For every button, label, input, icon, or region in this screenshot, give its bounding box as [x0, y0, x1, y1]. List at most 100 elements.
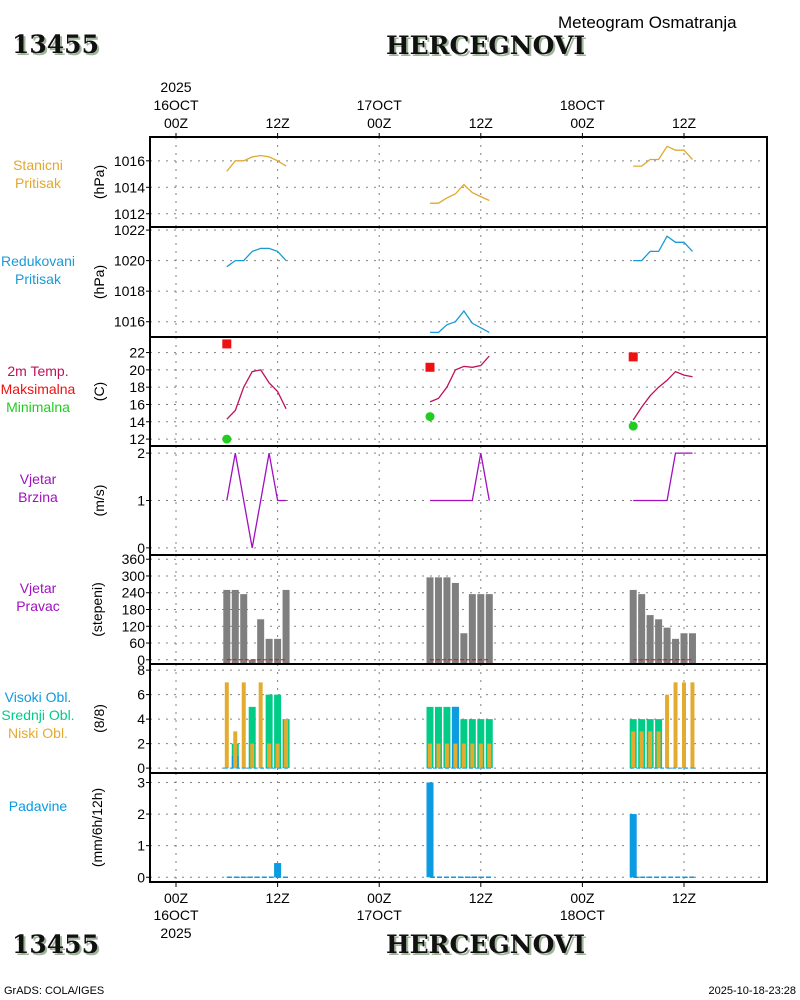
panel-title-line: Vjetar	[20, 471, 57, 487]
time-tick-label-bottom: 12Z	[469, 890, 494, 906]
panel-title-line: Niski Obl.	[8, 725, 68, 741]
max-temp-marker	[628, 352, 638, 362]
wind-direction-bar	[223, 589, 231, 664]
y-tick-label: 1	[137, 493, 145, 509]
panel-title-line: Pritisak	[15, 271, 62, 287]
series-line-vjetar-brzina	[633, 452, 693, 502]
wind-direction-bar	[265, 638, 273, 664]
panel-title-line: Visoki Obl.	[5, 689, 72, 705]
time-tick-label-top: 00Z	[570, 115, 595, 131]
wind-direction-bar	[468, 594, 476, 664]
wind-direction-bar	[672, 638, 680, 664]
min-temp-marker	[628, 421, 638, 431]
cloud-low-bar	[631, 731, 636, 769]
cloud-mid-bar	[443, 706, 451, 769]
y-tick-label: 120	[122, 618, 146, 634]
time-tick-label-top: 00Z	[164, 115, 189, 131]
y-tick-label: 3	[137, 774, 145, 790]
panel-title-line: Srednji Obl.	[1, 707, 74, 723]
y-tick-label: 1016	[114, 153, 145, 169]
cloud-high-bar	[451, 706, 459, 769]
panel-title-line: Pravac	[16, 598, 60, 614]
panel-title-line: Stanicni	[13, 157, 63, 173]
year-label-bottom: 2025	[160, 925, 191, 941]
y-axis-label: (C)	[91, 382, 107, 401]
time-date-label-bottom: 16OCT	[153, 907, 199, 923]
wind-direction-bar	[426, 577, 434, 664]
time-tick-label-bottom: 00Z	[164, 890, 189, 906]
wind-direction-bar	[451, 582, 459, 664]
y-axis-label: (m/s)	[91, 485, 107, 517]
y-tick-label: 240	[122, 585, 146, 601]
wind-direction-bar	[477, 594, 485, 664]
cloud-low-bar	[267, 743, 272, 769]
y-axis-label: (mm/6h/12h)	[89, 788, 105, 867]
time-date-label-top: 18OCT	[560, 97, 606, 113]
cloud-low-bar	[673, 682, 678, 769]
y-tick-label: 14	[129, 414, 145, 430]
series-line-stanicni-pritisak	[633, 145, 693, 167]
station-id: 13455	[12, 30, 99, 59]
time-date-label-bottom: 18OCT	[560, 907, 606, 923]
wind-direction-bar	[688, 633, 696, 664]
series-line-redukovani-pritisak	[430, 309, 490, 334]
cloud-low-bar	[284, 719, 289, 769]
series-line-redukovani-pritisak	[226, 247, 287, 268]
series-line-2m-temp-	[429, 355, 490, 403]
wind-direction-bar	[443, 577, 451, 664]
time-tick-label-top: 12Z	[266, 115, 291, 131]
time-date-label-bottom: 17OCT	[357, 907, 403, 923]
cloud-low-bar	[487, 743, 492, 769]
wind-direction-bar	[646, 615, 654, 664]
cloud-mid-bar	[426, 706, 434, 769]
panel-redukovani: 1016 1018 1020 1022 (hPa) Redukovani Pritisak	[1, 222, 768, 338]
panel-title-line: 2m Temp.	[7, 363, 68, 379]
cloud-low-bar	[233, 731, 238, 769]
y-tick-label: 20	[129, 362, 145, 378]
cloud-low-bar	[461, 743, 466, 769]
series-line-vjetar-brzina	[226, 452, 287, 549]
max-temp-marker	[425, 362, 435, 372]
cloud-low-bar	[428, 743, 432, 769]
wind-direction-bar	[274, 638, 282, 664]
series-line-2m-temp-	[226, 369, 287, 420]
wind-direction-bar	[655, 619, 663, 664]
y-tick-label: 2	[137, 736, 145, 752]
wind-direction-bar	[257, 619, 265, 664]
y-tick-label: 1012	[114, 206, 145, 222]
cloud-mid-bar	[434, 706, 442, 769]
y-tick-label: 8	[137, 662, 145, 678]
cloud-low-bar	[682, 682, 686, 769]
y-tick-label: 2	[137, 806, 145, 822]
y-tick-label: 1018	[114, 283, 145, 299]
y-tick-label: 16	[129, 396, 145, 412]
wind-direction-bar	[248, 659, 256, 664]
cloud-low-bar	[250, 743, 255, 769]
wind-direction-bar	[638, 594, 646, 664]
y-tick-label: 18	[129, 379, 145, 395]
cloud-low-bar	[436, 743, 441, 769]
time-tick-label-bottom: 00Z	[367, 890, 392, 906]
panel-frame	[149, 226, 768, 338]
panel-title-line: Maksimalna	[1, 381, 76, 397]
cloud-low-bar	[478, 743, 483, 769]
chart-subtitle: Meteogram Osmatranja	[558, 13, 737, 32]
y-tick-label: 0	[137, 760, 145, 776]
cloud-low-bar	[444, 743, 449, 769]
precip-bar	[274, 863, 282, 878]
precip-bar	[426, 782, 434, 878]
cloud-low-bar	[656, 731, 661, 769]
wind-direction-bar	[282, 589, 290, 664]
station-name-footer: HERCEGNOVI	[386, 930, 586, 959]
panel-title-line: Brzina	[18, 489, 58, 505]
panel-wind_speed: 0 1 2 (m/s) Vjetar Brzina	[18, 445, 768, 556]
wind-direction-bar	[663, 627, 671, 664]
cloud-low-bar	[665, 694, 670, 769]
y-axis-label: (stepeni)	[89, 582, 105, 636]
time-date-label-top: 17OCT	[357, 97, 403, 113]
time-tick-label-top: 12Z	[469, 115, 494, 131]
y-tick-label: 360	[122, 551, 146, 567]
